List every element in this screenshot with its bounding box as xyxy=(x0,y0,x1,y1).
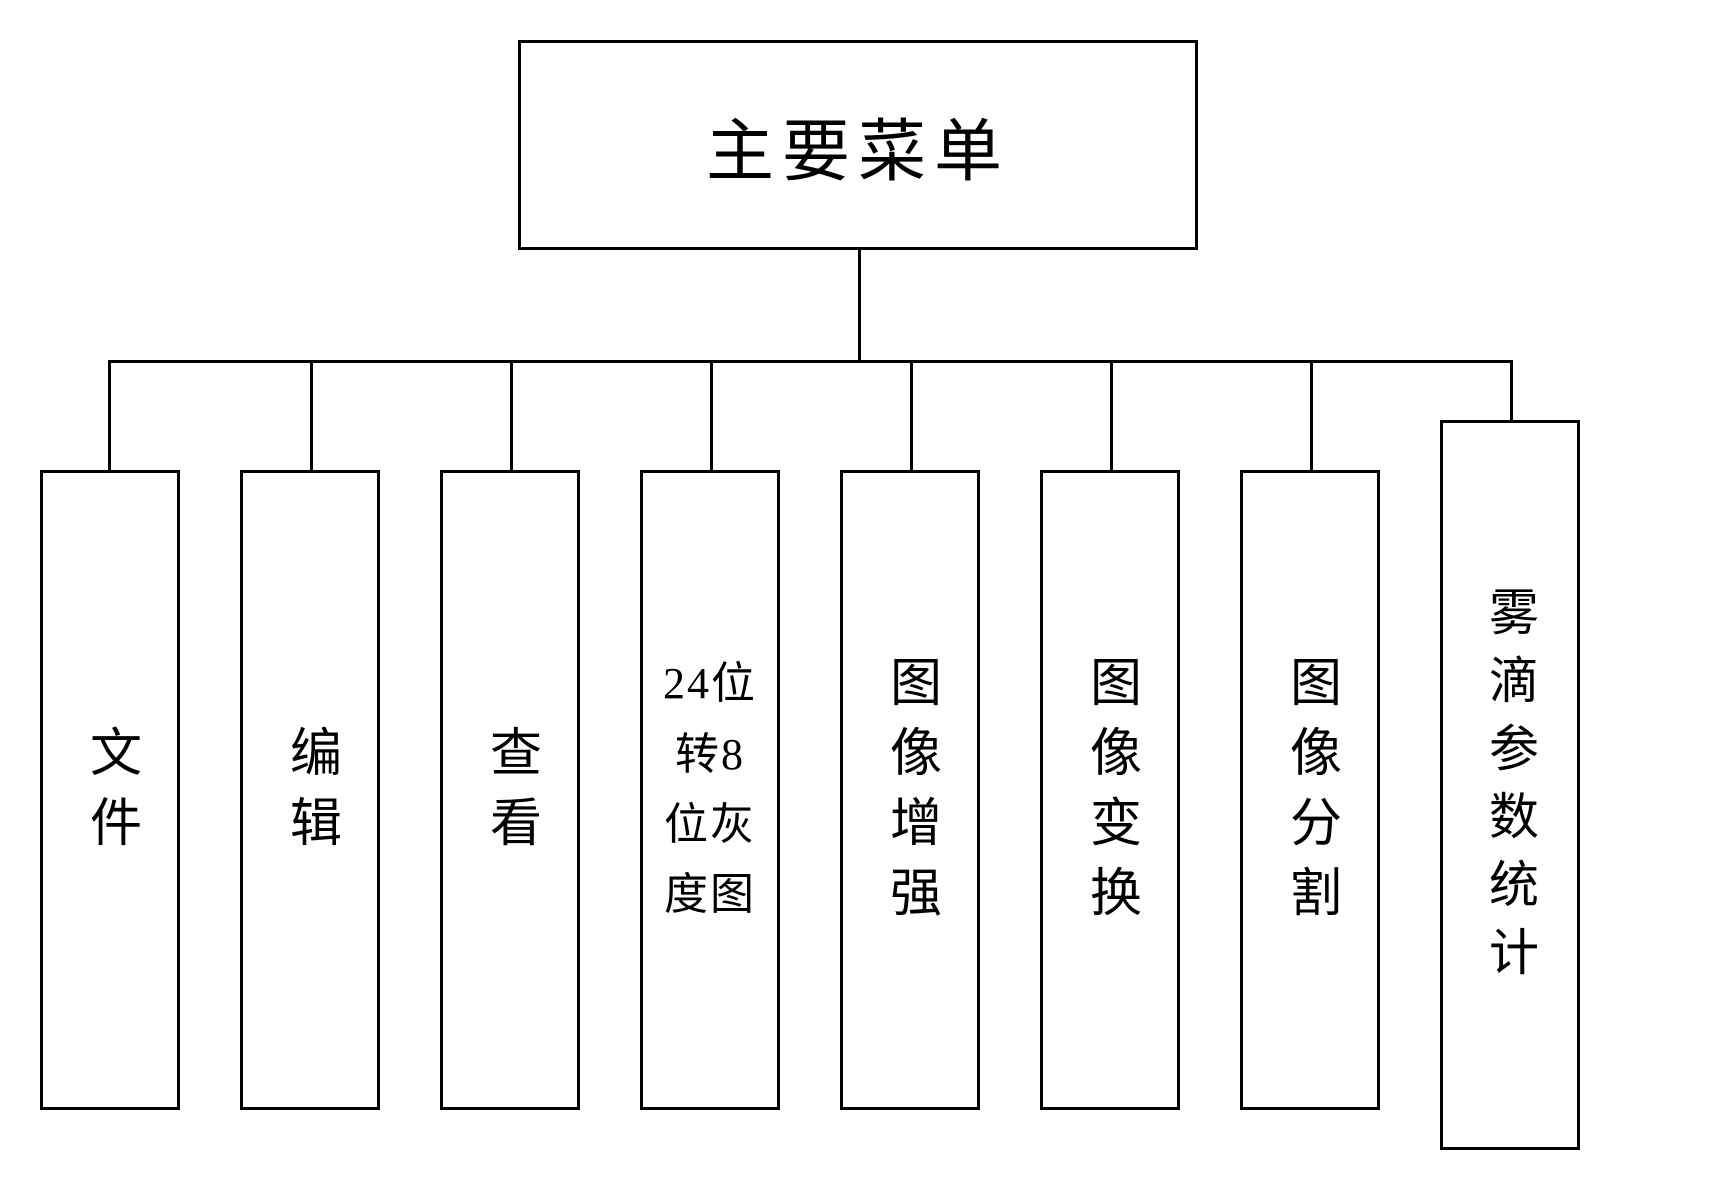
child-drop-line xyxy=(108,360,111,470)
child-label: 文件 xyxy=(73,725,148,865)
child-drop-line xyxy=(510,360,513,470)
child-drop-line xyxy=(1310,360,1313,470)
child-node: 图像分割 xyxy=(1240,470,1380,1110)
child-node: 图像增强 xyxy=(840,470,980,1110)
root-node: 主要菜单 xyxy=(518,40,1198,250)
child-node: 雾滴参数统计 xyxy=(1440,420,1580,1150)
child-drop-line xyxy=(310,360,313,470)
child-drop-line xyxy=(1110,360,1113,470)
child-label: 图像增强 xyxy=(873,655,948,935)
child-node: 文件 xyxy=(40,470,180,1110)
child-label: 查看 xyxy=(473,725,548,865)
child-node: 图像变换 xyxy=(1040,470,1180,1110)
horizontal-bar xyxy=(108,360,1513,363)
child-label: 图像变换 xyxy=(1073,655,1148,935)
child-node: 编辑 xyxy=(240,470,380,1110)
child-label: 编辑 xyxy=(273,725,348,865)
child-drop-line xyxy=(710,360,713,470)
child-node: 24位转8位灰度图 xyxy=(640,470,780,1110)
child-drop-line xyxy=(1510,360,1513,420)
child-label: 雾滴参数统计 xyxy=(1474,586,1546,994)
root-drop-line xyxy=(858,250,861,360)
child-label: 图像分割 xyxy=(1273,655,1348,935)
root-label: 主要菜单 xyxy=(706,96,1010,195)
child-label: 24位转8位灰度图 xyxy=(663,649,757,931)
child-drop-line xyxy=(910,360,913,470)
child-node: 查看 xyxy=(440,470,580,1110)
